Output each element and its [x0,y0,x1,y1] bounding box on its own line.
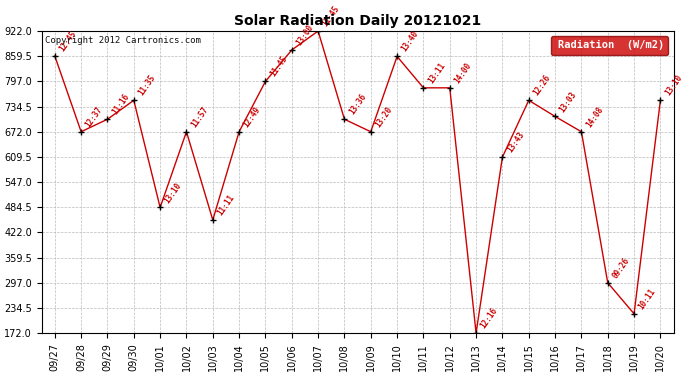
Text: 10:11: 10:11 [637,287,658,311]
Text: Copyright 2012 Cartronics.com: Copyright 2012 Cartronics.com [45,36,201,45]
Text: 13:10: 13:10 [663,74,684,98]
Text: 12:45: 12:45 [57,29,78,53]
Text: 13:00: 13:00 [295,23,315,47]
Text: 11:11: 11:11 [215,193,236,217]
Legend: Radiation  (W/m2): Radiation (W/m2) [551,36,669,55]
Text: 11:16: 11:16 [110,92,131,117]
Text: 12:37: 12:37 [84,105,105,129]
Text: 13:11: 13:11 [426,61,447,85]
Text: 12:49: 12:49 [242,105,262,129]
Text: 14:08: 14:08 [584,105,605,129]
Text: 13:43: 13:43 [505,130,526,154]
Title: Solar Radiation Daily 20121021: Solar Radiation Daily 20121021 [234,15,481,28]
Text: 13:03: 13:03 [558,90,578,114]
Text: 13:36: 13:36 [347,92,368,117]
Text: 12:16: 12:16 [479,306,500,330]
Text: 11:45: 11:45 [268,54,289,79]
Text: 13:10: 13:10 [163,181,184,205]
Text: 13:20: 13:20 [373,105,394,129]
Text: 13:40: 13:40 [400,30,420,54]
Text: 11:57: 11:57 [189,105,210,129]
Text: 11:45: 11:45 [321,4,342,28]
Text: 12:26: 12:26 [531,74,552,98]
Text: 09:26: 09:26 [611,256,631,280]
Text: 14:00: 14:00 [453,61,473,85]
Text: 11:35: 11:35 [137,74,157,98]
